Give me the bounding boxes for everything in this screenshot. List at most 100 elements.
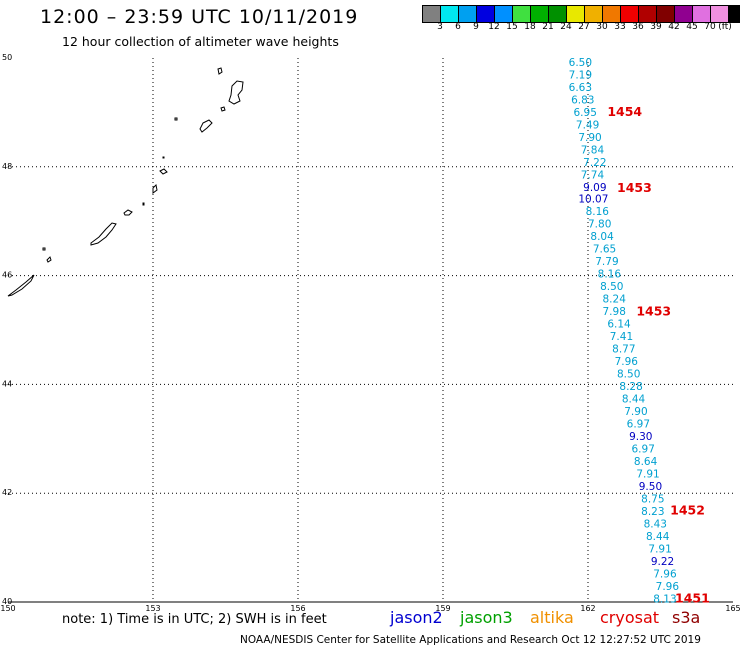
units-note: note: 1) Time is in UTC; 2) SWH is in fe… xyxy=(62,612,327,627)
wave-height-value: 6.95 xyxy=(574,107,597,119)
island xyxy=(162,156,165,159)
wave-height-value: 7.96 xyxy=(615,356,639,368)
scale-swatch xyxy=(675,6,693,22)
pass-time-label: 1451 xyxy=(675,591,710,606)
scale-swatch xyxy=(621,6,639,22)
scale-label: 33 xyxy=(614,22,626,32)
scale-label: 27 xyxy=(578,22,590,32)
map-title: 12:00 – 23:59 UTC 10/11/2019 xyxy=(40,6,359,28)
scale-label: 9 xyxy=(473,22,479,32)
wave-height-value: 8.50 xyxy=(617,369,640,381)
scale-swatch xyxy=(639,6,657,22)
island xyxy=(199,119,213,133)
wave-height-value: 8.77 xyxy=(612,343,635,355)
island xyxy=(228,80,244,105)
wave-height-value: 9.09 xyxy=(583,182,606,194)
scale-swatch xyxy=(459,6,477,22)
wave-height-value: 7.90 xyxy=(578,132,601,144)
island xyxy=(42,247,46,251)
lat-label: 48 xyxy=(2,162,12,171)
island xyxy=(174,117,178,121)
lon-label: 156 xyxy=(290,604,305,613)
scale-label: 45 xyxy=(686,22,698,32)
scale-label: 42 xyxy=(668,22,680,32)
scale-swatch xyxy=(657,6,675,22)
island xyxy=(142,202,145,206)
island xyxy=(90,222,117,246)
scale-swatch xyxy=(585,6,603,22)
scale-swatch xyxy=(495,6,513,22)
scale-swatch xyxy=(729,6,740,22)
wave-height-value: 7.96 xyxy=(653,569,677,581)
lat-label: 40 xyxy=(2,597,12,606)
lat-label: 42 xyxy=(2,488,12,497)
wave-height-value: 7.49 xyxy=(576,119,599,131)
scale-label: 12 xyxy=(488,22,500,32)
scale-swatch xyxy=(513,6,531,22)
wave-height-value: 8.75 xyxy=(641,494,664,506)
coastline xyxy=(7,67,244,297)
scale-label: 70 xyxy=(704,22,716,32)
pass-time-label: 1453 xyxy=(636,303,671,318)
mission-jason2: jason2 xyxy=(390,608,443,627)
wave-height-value: 8.24 xyxy=(603,293,627,305)
wave-height-value: 6.50 xyxy=(569,57,592,69)
wave-height-value: 7.80 xyxy=(588,218,611,230)
map-gridlines xyxy=(8,58,733,602)
mission-altika: altika xyxy=(530,608,574,627)
scale-swatch xyxy=(693,6,711,22)
island xyxy=(217,67,223,75)
pass-time-label: 1452 xyxy=(670,503,705,518)
wave-height-value: 7.91 xyxy=(636,469,659,481)
wave-height-value: 9.30 xyxy=(629,431,652,443)
scale-label: 18 xyxy=(524,22,536,32)
wave-height-value: 7.96 xyxy=(656,581,680,593)
wave-height-value: 10.07 xyxy=(578,193,608,205)
wave-height-value: 8.16 xyxy=(598,268,622,280)
pass-time-label: 1454 xyxy=(607,104,642,119)
wave-height-value: 8.28 xyxy=(619,381,642,393)
lon-label: 162 xyxy=(580,604,595,613)
wave-height-value: 7.79 xyxy=(595,256,618,268)
wave-height-value: 8.13 xyxy=(653,594,676,606)
pass-time-label: 1453 xyxy=(617,180,652,195)
map-subtitle: 12 hour collection of altimeter wave hei… xyxy=(62,34,339,49)
scale-swatch xyxy=(441,6,459,22)
pass-time-labels: 1454 1453 1453 1452 1451 xyxy=(607,104,709,606)
scale-swatch xyxy=(531,6,549,22)
wave-height-value: 6.14 xyxy=(607,318,631,330)
wave-height-value: 8.04 xyxy=(590,231,614,243)
wave-height-value: 7.65 xyxy=(593,243,616,255)
scale-swatch xyxy=(711,6,729,22)
island xyxy=(220,106,226,112)
wave-height-value: 8.50 xyxy=(600,281,623,293)
lon-label: 165 xyxy=(725,604,740,613)
wave-height-value: 6.83 xyxy=(571,94,594,106)
scale-swatch xyxy=(477,6,495,22)
wave-height-value: 8.44 xyxy=(646,531,670,543)
island xyxy=(159,168,168,175)
wave-height-value: 7.22 xyxy=(583,157,606,169)
credits-footer: NOAA/NESDIS Center for Satellite Applica… xyxy=(240,634,701,646)
island xyxy=(152,183,158,194)
wave-height-value: 8.44 xyxy=(622,394,646,406)
lat-label: 50 xyxy=(2,53,12,62)
scale-label: 21 xyxy=(542,22,554,32)
scale-label: (ft) xyxy=(718,22,732,32)
wave-height-value: 7.91 xyxy=(648,544,671,556)
wave-height-value: 8.64 xyxy=(634,456,658,468)
mission-s3a: s3a xyxy=(672,608,701,627)
scale-label: 30 xyxy=(596,22,608,32)
wave-height-value: 8.16 xyxy=(586,206,610,218)
wave-height-value: 9.22 xyxy=(651,556,674,568)
scale-label: 3 xyxy=(437,22,443,32)
lon-label: 150 xyxy=(0,604,15,613)
lon-label: 159 xyxy=(435,604,450,613)
lon-label: 153 xyxy=(145,604,160,613)
scale-label: 15 xyxy=(506,22,518,32)
island xyxy=(46,256,52,263)
mission-cryosat: cryosat xyxy=(600,608,660,627)
lat-label: 44 xyxy=(2,379,12,388)
